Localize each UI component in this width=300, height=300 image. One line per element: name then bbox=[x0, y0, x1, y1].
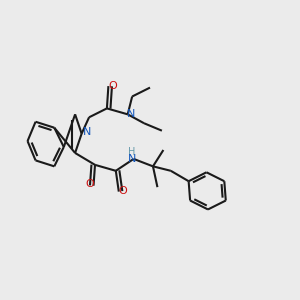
Text: N: N bbox=[83, 127, 91, 137]
Text: O: O bbox=[118, 186, 127, 196]
Text: N: N bbox=[128, 154, 136, 164]
Text: H: H bbox=[128, 147, 136, 158]
Text: O: O bbox=[109, 81, 118, 91]
Text: N: N bbox=[127, 109, 135, 119]
Text: O: O bbox=[85, 179, 94, 189]
